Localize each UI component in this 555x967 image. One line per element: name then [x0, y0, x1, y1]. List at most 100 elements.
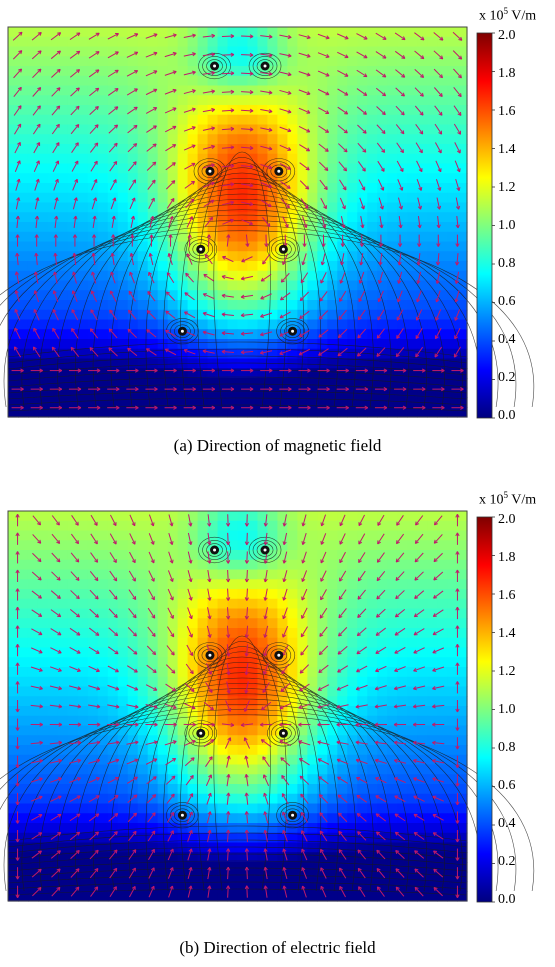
field-arrow: [376, 552, 385, 563]
field-arrow: [394, 646, 406, 654]
field-arrow: [244, 569, 250, 583]
field-arrow: [357, 849, 366, 860]
field-arrow: [432, 704, 445, 709]
field-arrow: [146, 310, 157, 320]
field-arrow: [147, 830, 156, 842]
field-arrow: [30, 647, 43, 654]
field-arrow: [128, 830, 137, 841]
field-arrow: [221, 126, 235, 132]
field-arrow: [300, 626, 308, 638]
field-arrow: [89, 589, 99, 600]
field-arrow: [396, 309, 404, 321]
field-arrow: [202, 107, 216, 113]
field-arrow: [282, 867, 288, 880]
field-arrow: [262, 756, 270, 767]
field-arrow: [260, 145, 273, 151]
field-arrow: [226, 774, 231, 787]
field-arrow: [127, 106, 138, 115]
field-arrow: [50, 813, 62, 821]
field-arrow: [167, 848, 174, 861]
field-arrow: [244, 774, 249, 787]
conductor: [278, 244, 288, 254]
field-arrow: [184, 702, 196, 710]
field-arrow: [433, 868, 444, 878]
field-arrow: [31, 832, 43, 840]
field-arrow: [433, 552, 443, 563]
field-arrow: [53, 234, 58, 247]
field-arrow: [207, 514, 212, 527]
field-arrow: [52, 290, 59, 303]
field-arrow: [358, 290, 366, 303]
field-arrow: [91, 179, 98, 191]
field-arrow: [30, 685, 43, 691]
field-arrow: [282, 848, 288, 861]
field-arrow: [107, 740, 120, 745]
field-arrow: [145, 722, 158, 727]
field-arrow: [240, 350, 254, 355]
field-arrow: [359, 234, 364, 247]
field-arrow: [70, 886, 80, 897]
field-arrow: [184, 757, 195, 767]
field-arrow: [51, 552, 61, 563]
field-arrow: [226, 234, 231, 247]
field-arrow: [165, 664, 176, 674]
field-arrow: [415, 123, 424, 135]
field-arrow: [126, 368, 139, 373]
field-arrow: [202, 89, 216, 94]
field-arrow: [221, 387, 235, 392]
field-arrow: [92, 215, 97, 229]
field-arrow: [413, 777, 426, 783]
field-arrow: [454, 290, 460, 303]
field-arrow: [108, 347, 118, 357]
field-arrow: [149, 215, 155, 228]
field-arrow: [69, 608, 81, 618]
field-arrow: [184, 180, 196, 189]
field-arrow: [202, 33, 216, 39]
colorbar-tick: 1.8: [498, 550, 516, 565]
field-arrow: [263, 569, 268, 583]
field-arrow: [338, 161, 348, 172]
field-arrow: [298, 329, 310, 338]
field-arrow: [360, 216, 365, 229]
conductor: [196, 728, 206, 738]
field-arrow: [455, 718, 460, 731]
field-arrow: [107, 758, 120, 765]
field-arrow: [282, 551, 288, 564]
field-arrow: [337, 125, 348, 134]
field-arrow: [240, 313, 254, 318]
field-arrow: [339, 253, 345, 266]
field-arrow: [415, 142, 423, 154]
field-arrow: [69, 777, 81, 783]
field-arrow: [432, 832, 444, 840]
field-arrow: [149, 234, 154, 247]
field-arrow: [15, 811, 20, 824]
field-arrow: [338, 608, 347, 619]
field-arrow: [241, 127, 254, 132]
field-arrow: [226, 588, 231, 601]
field-arrow: [281, 663, 290, 675]
field-arrow: [240, 294, 254, 299]
field-arrow: [280, 292, 291, 301]
field-arrow: [107, 32, 119, 40]
field-arrow: [148, 848, 155, 861]
field-arrow: [455, 755, 460, 768]
field-arrow: [15, 755, 20, 768]
field-arrow: [222, 218, 234, 225]
colorbar-tick: 1.2: [498, 664, 516, 679]
field-arrow: [33, 142, 41, 154]
field-arrow: [240, 722, 254, 728]
field-arrow: [32, 123, 41, 135]
field-arrow: [49, 722, 63, 727]
field-arrow: [11, 387, 24, 392]
field-arrow: [282, 570, 288, 583]
field-arrow: [31, 628, 43, 636]
field-arrow: [413, 666, 425, 672]
field-arrow: [393, 722, 407, 727]
field-arrow: [15, 532, 20, 545]
field-arrow: [300, 198, 309, 209]
field-arrow: [89, 831, 99, 841]
field-arrow: [377, 514, 385, 526]
field-arrow: [88, 665, 100, 673]
field-arrow: [414, 590, 425, 599]
field-arrow: [432, 368, 445, 373]
